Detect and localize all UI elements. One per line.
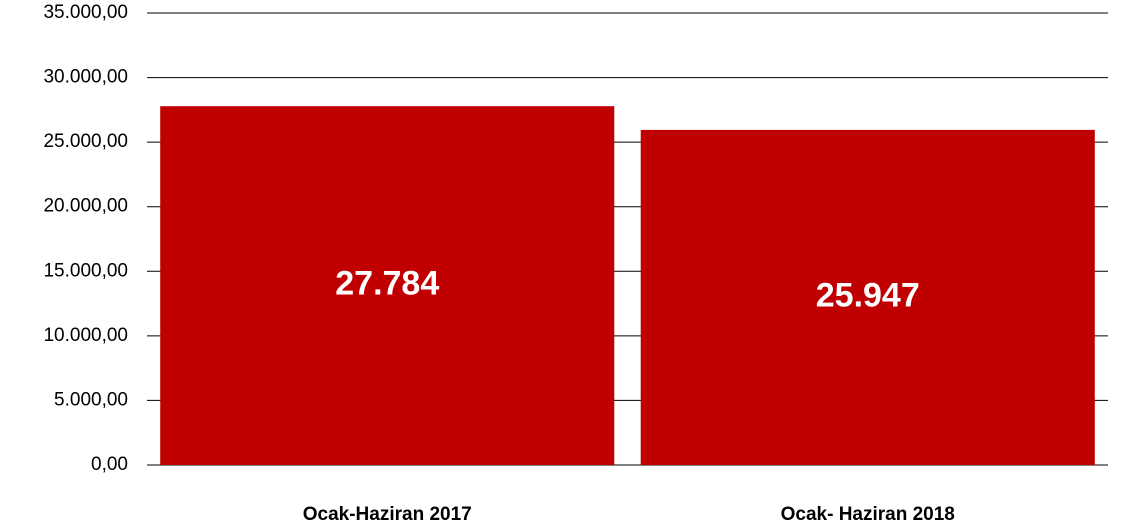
y-tick-label: 15.000,00	[43, 260, 128, 281]
y-tick-label: 10.000,00	[43, 325, 128, 346]
y-tick-label: 30.000,00	[43, 67, 128, 88]
bar	[160, 106, 615, 465]
y-tick-label: 5.000,00	[54, 389, 128, 410]
y-tick-label: 35.000,00	[43, 2, 128, 23]
x-tick-label: Ocak-Haziran 2017	[303, 504, 472, 525]
data-label: 27.784	[335, 265, 439, 303]
data-label: 25.947	[816, 276, 920, 314]
bar	[640, 129, 1095, 465]
x-tick-label: Ocak- Haziran 2018	[781, 504, 955, 525]
y-tick-label: 20.000,00	[43, 196, 128, 217]
y-tick-label: 0,00	[91, 454, 128, 475]
y-tick-label: 25.000,00	[43, 131, 128, 152]
